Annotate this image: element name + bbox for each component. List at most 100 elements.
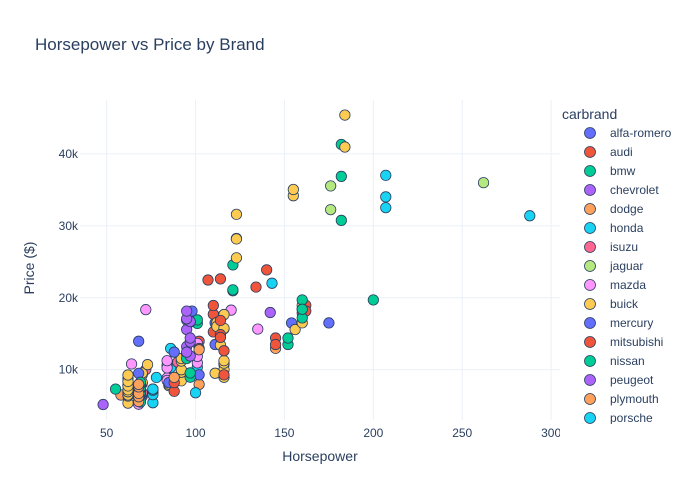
legend-marker xyxy=(584,165,596,177)
data-point[interactable] xyxy=(125,358,138,370)
data-point[interactable] xyxy=(269,338,282,351)
data-point[interactable] xyxy=(287,183,299,196)
legend-item-mazda[interactable]: mazda xyxy=(584,278,647,292)
legend-marker xyxy=(584,184,596,196)
legend-item-isuzu[interactable]: isuzu xyxy=(584,240,639,254)
data-point[interactable] xyxy=(214,314,227,327)
data-point[interactable] xyxy=(218,355,230,367)
data-point[interactable] xyxy=(339,141,351,153)
data-point[interactable] xyxy=(227,284,239,296)
data-point[interactable] xyxy=(230,252,243,264)
x-tick-label: 50 xyxy=(100,426,114,440)
data-point[interactable] xyxy=(122,369,134,381)
series-buick xyxy=(122,109,351,409)
data-point[interactable] xyxy=(133,367,145,379)
y-tick-label: 10k xyxy=(59,363,79,377)
legend-label: chevrolet xyxy=(610,183,659,197)
legend-label: nissan xyxy=(610,354,645,368)
data-point[interactable] xyxy=(289,323,301,336)
legend-marker xyxy=(584,203,596,215)
data-point[interactable] xyxy=(140,304,152,316)
data-point[interactable] xyxy=(109,383,122,395)
legend-marker xyxy=(584,222,596,234)
data-point[interactable] xyxy=(367,294,379,306)
data-point[interactable] xyxy=(335,170,347,182)
data-point[interactable] xyxy=(133,378,145,390)
legend-label: isuzu xyxy=(610,240,638,254)
data-point[interactable] xyxy=(218,345,230,357)
legend-item-plymouth[interactable]: plymouth xyxy=(584,392,659,406)
data-point[interactable] xyxy=(161,355,173,367)
data-point[interactable] xyxy=(218,369,230,381)
data-point[interactable] xyxy=(264,306,276,319)
series-plymouth xyxy=(133,344,205,408)
data-point[interactable] xyxy=(266,277,278,289)
legend-item-porsche[interactable]: porsche xyxy=(584,411,654,425)
data-point[interactable] xyxy=(296,303,308,315)
data-point[interactable] xyxy=(380,202,392,214)
legend-marker xyxy=(584,298,596,310)
data-point[interactable] xyxy=(325,204,337,216)
legend-label: bmw xyxy=(610,164,636,178)
data-point[interactable] xyxy=(380,169,392,181)
legend-item-dodge[interactable]: dodge xyxy=(584,202,644,216)
data-point[interactable] xyxy=(193,344,205,356)
legend-item-chevrolet[interactable]: chevrolet xyxy=(584,183,660,197)
legend-item-peugeot[interactable]: peugeot xyxy=(584,373,655,387)
legend-item-bmw[interactable]: bmw xyxy=(584,164,636,178)
data-points[interactable] xyxy=(97,109,536,411)
data-point[interactable] xyxy=(184,367,196,379)
legend-marker xyxy=(584,279,596,291)
legend-item-nissan[interactable]: nissan xyxy=(584,354,645,368)
data-point[interactable] xyxy=(325,180,337,192)
data-point[interactable] xyxy=(181,346,193,358)
data-point[interactable] xyxy=(97,398,109,411)
data-point[interactable] xyxy=(214,331,227,343)
data-point[interactable] xyxy=(168,346,180,358)
legend-label: honda xyxy=(610,221,644,235)
legend-item-mercury[interactable]: mercury xyxy=(584,316,654,330)
data-point[interactable] xyxy=(189,387,202,399)
data-point[interactable] xyxy=(150,371,163,384)
legend-marker xyxy=(584,127,596,139)
legend-label: jaguar xyxy=(609,259,643,273)
data-point[interactable] xyxy=(184,332,196,344)
data-point[interactable] xyxy=(261,264,273,276)
data-point[interactable] xyxy=(141,359,154,371)
y-tick-label: 40k xyxy=(59,147,79,161)
legend-item-alfa-romero[interactable]: alfa-romero xyxy=(584,126,672,140)
grid-layer xyxy=(80,100,560,420)
data-point[interactable] xyxy=(477,177,490,189)
data-point[interactable] xyxy=(524,210,536,222)
data-point[interactable] xyxy=(230,208,243,220)
legend-item-audi[interactable]: audi xyxy=(584,145,633,159)
legend-item-jaguar[interactable]: jaguar xyxy=(584,259,644,273)
data-point[interactable] xyxy=(147,383,159,395)
data-point[interactable] xyxy=(181,305,193,317)
data-point[interactable] xyxy=(282,332,294,344)
series-porsche xyxy=(266,169,536,289)
data-point[interactable] xyxy=(202,274,214,286)
legend-item-honda[interactable]: honda xyxy=(584,221,644,235)
data-point[interactable] xyxy=(323,317,335,329)
legend-marker xyxy=(584,241,596,253)
data-point[interactable] xyxy=(168,371,180,384)
data-point[interactable] xyxy=(335,214,347,226)
data-point[interactable] xyxy=(380,191,392,203)
data-point[interactable] xyxy=(207,299,219,312)
data-point[interactable] xyxy=(250,281,262,293)
data-point[interactable] xyxy=(252,323,264,335)
legend-item-mitsubishi[interactable]: mitsubishi xyxy=(584,335,664,349)
data-point[interactable] xyxy=(214,273,227,285)
legend-label: mercury xyxy=(610,316,653,330)
data-point[interactable] xyxy=(230,233,243,245)
legend-item-buick[interactable]: buick xyxy=(584,297,640,311)
data-point[interactable] xyxy=(296,294,308,306)
legend[interactable]: alfa-romero audi bmw chevrolet dodge honda isu… xyxy=(560,126,700,500)
legend-marker xyxy=(584,317,596,329)
x-tick-label: 150 xyxy=(274,426,294,440)
data-point[interactable] xyxy=(339,109,351,121)
data-point[interactable] xyxy=(133,335,145,347)
